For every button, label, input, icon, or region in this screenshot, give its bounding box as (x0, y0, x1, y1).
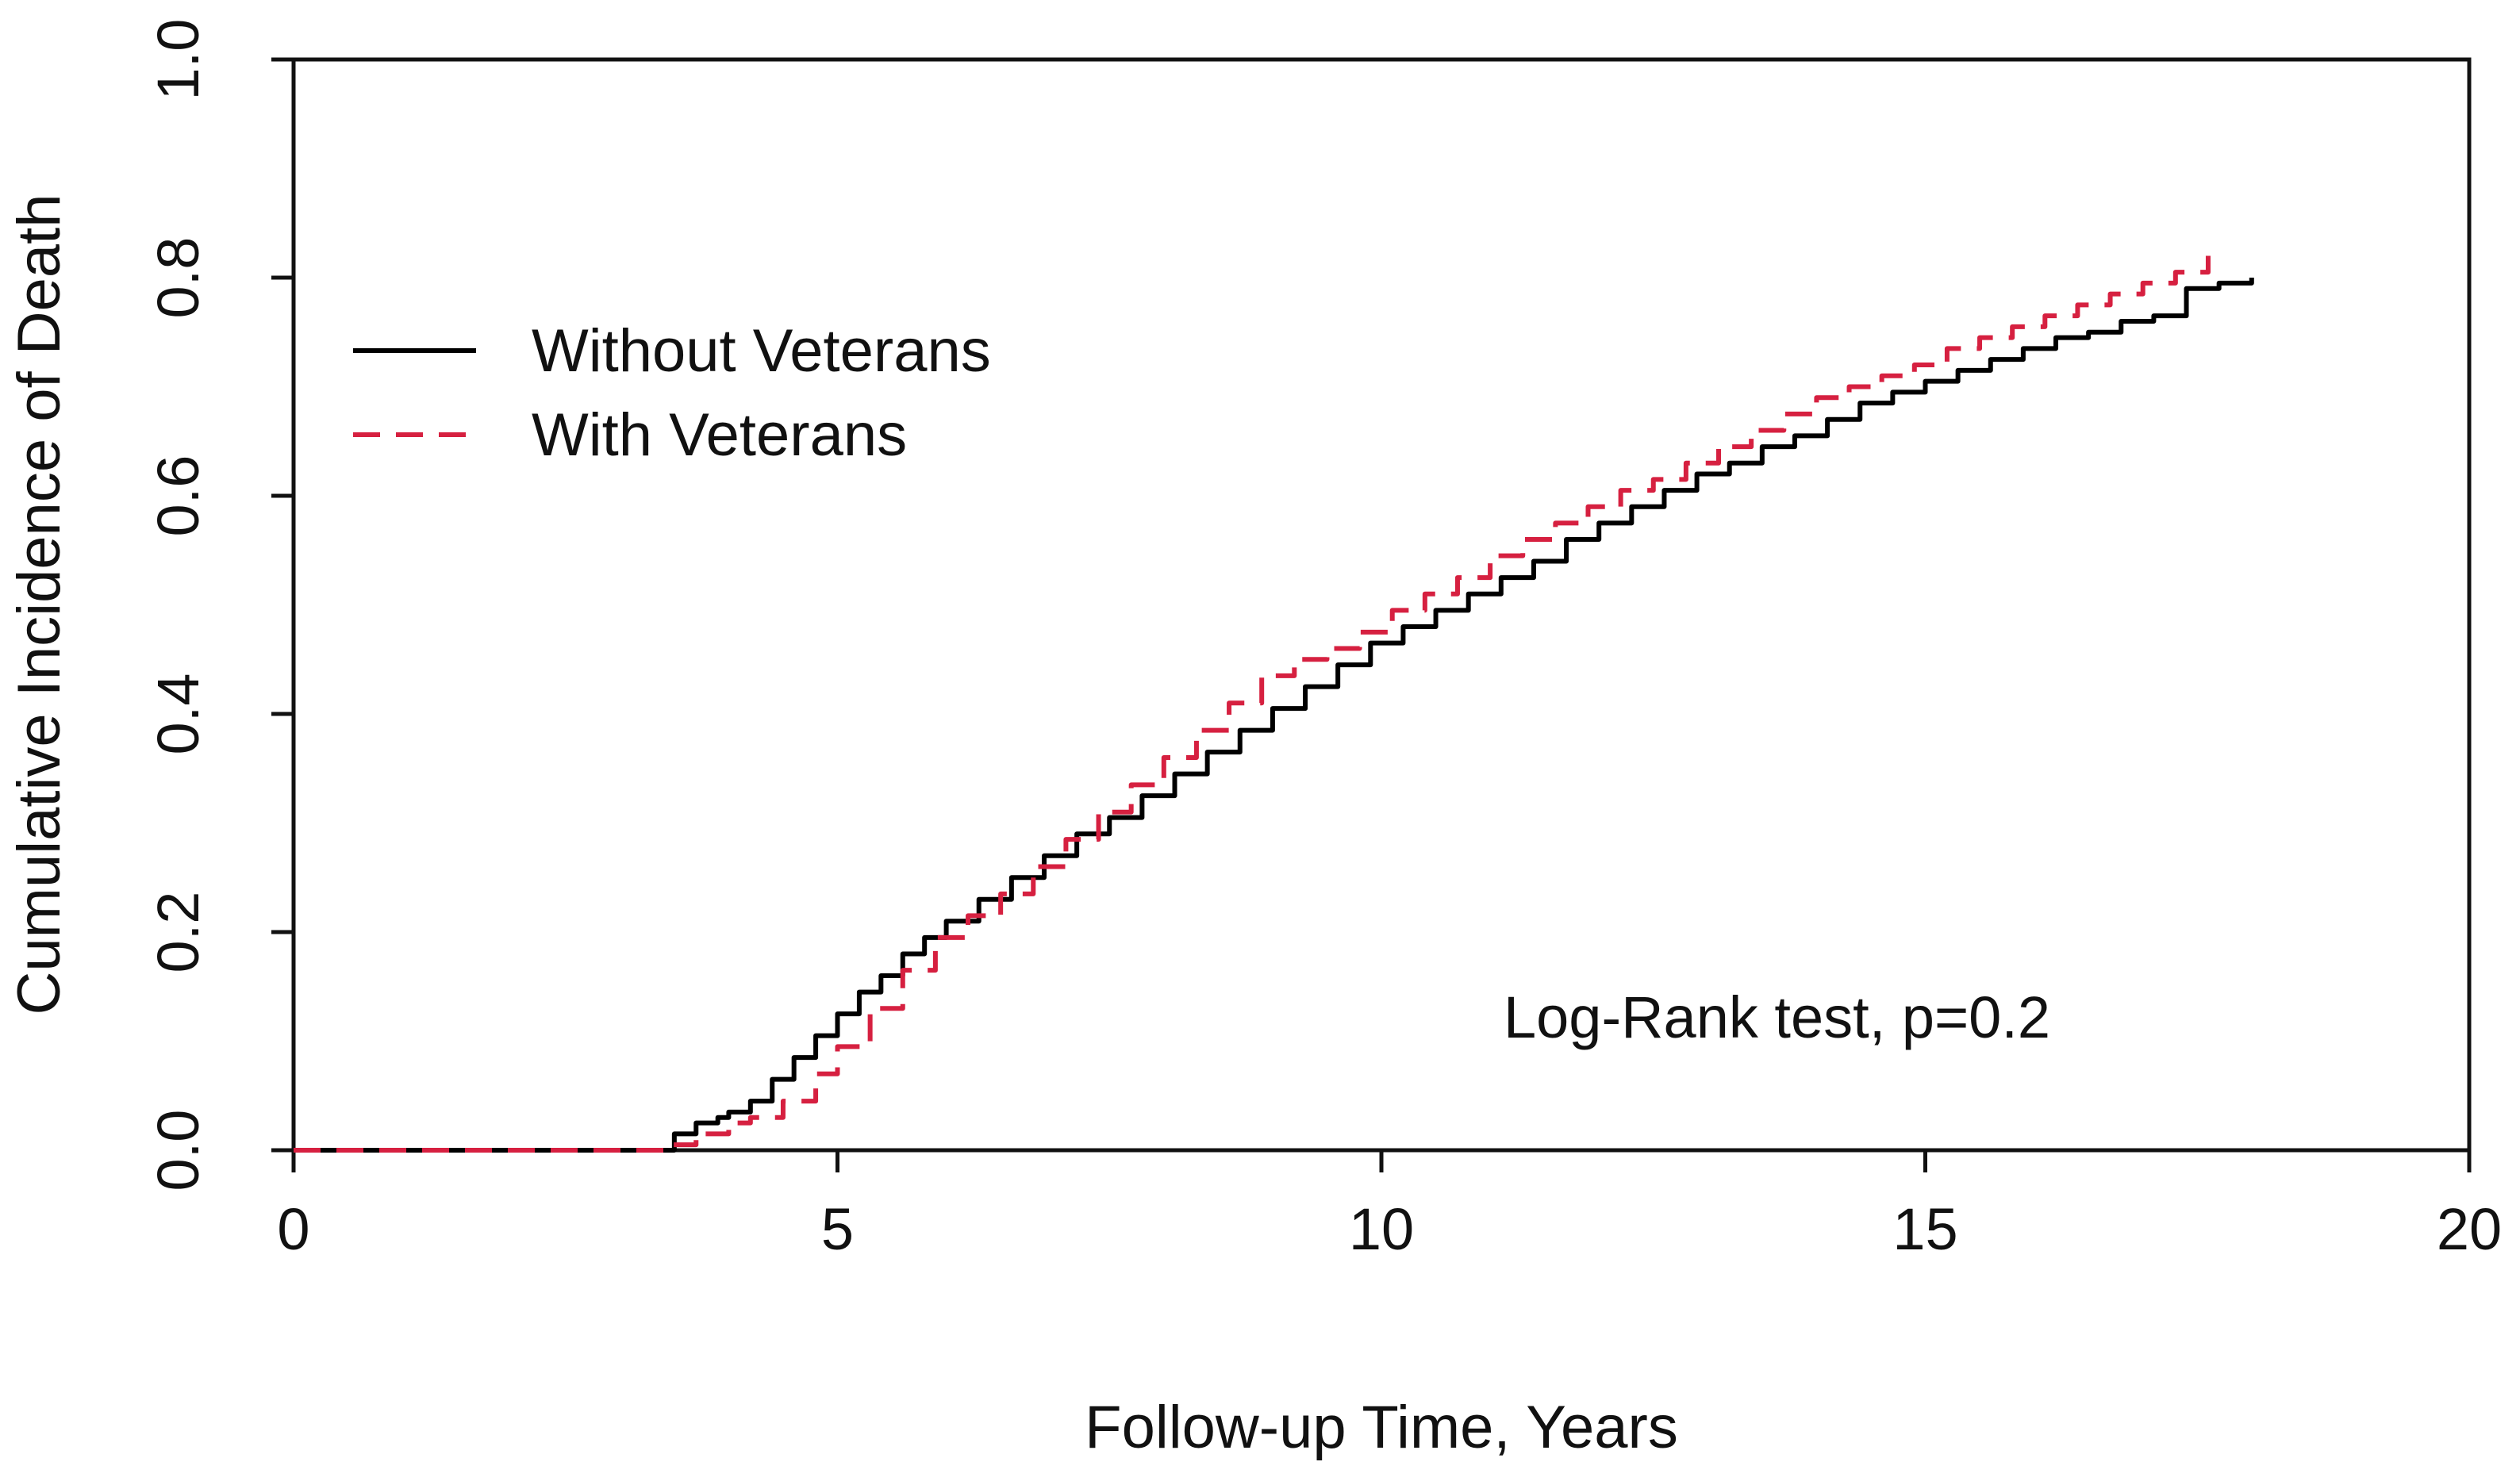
x-axis: 0 5 10 15 20 (277, 1150, 2502, 1262)
y-tick-label: 0.4 (145, 673, 211, 755)
y-tick-label: 1.0 (145, 19, 211, 101)
y-axis: 0.0 0.2 0.4 0.6 0.8 1.0 (145, 19, 294, 1191)
y-tick-label: 0.8 (145, 237, 211, 319)
x-tick-label: 10 (1349, 1196, 1414, 1262)
annotation-logrank: Log-Rank test, p=0.2 (1504, 984, 2050, 1050)
series-line-without-veterans (294, 278, 2254, 1153)
y-tick-label: 0.0 (145, 1110, 211, 1191)
plot-frame (291, 57, 2472, 1153)
series-layer (294, 255, 2254, 1153)
x-axis-title: Follow-up Time, Years (1085, 1394, 1678, 1461)
y-tick-label: 0.2 (145, 892, 211, 973)
x-tick-label: 20 (2437, 1196, 2502, 1262)
x-tick-label: 15 (1892, 1196, 1957, 1262)
x-tick-label: 5 (821, 1196, 854, 1262)
legend-label-without-veterans: Without Veterans (532, 317, 991, 385)
x-tick-label: 0 (277, 1196, 309, 1262)
legend: Without Veterans With Veterans (353, 317, 991, 469)
legend-label-with-veterans: With Veterans (532, 401, 907, 469)
series-line-with-veterans (294, 255, 2211, 1153)
y-axis-title: Cumulative Incidence of Death (6, 194, 73, 1015)
y-tick-label: 0.6 (145, 455, 211, 537)
